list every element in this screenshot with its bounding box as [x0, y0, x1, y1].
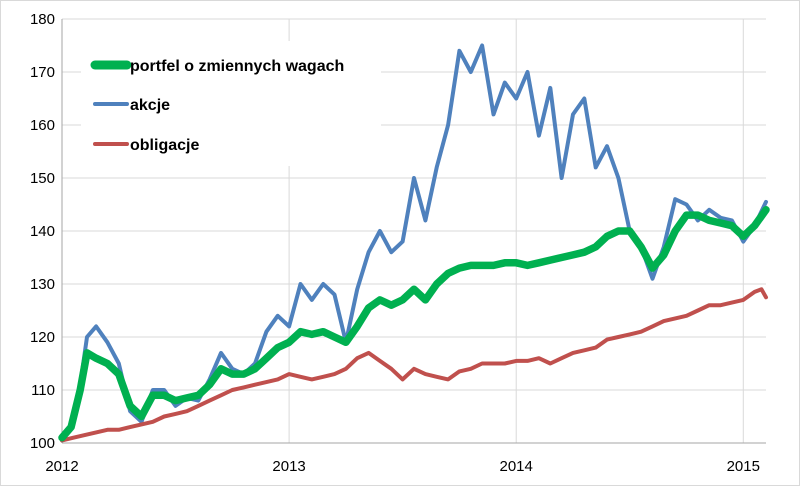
x-tick-label: 2013	[272, 458, 305, 475]
legend-label-obligacje: obligacje	[130, 137, 199, 154]
y-tick-label: 110	[31, 382, 55, 399]
y-tick-label: 180	[30, 11, 55, 28]
y-tick-label: 160	[30, 117, 55, 134]
y-tick-label: 100	[30, 435, 55, 452]
x-tick-label: 2015	[727, 458, 760, 475]
legend: portfel o zmiennych wagach akcje obligac…	[81, 41, 381, 166]
x-tick-label: 2012	[45, 458, 78, 475]
y-tick-label: 130	[30, 276, 55, 293]
series-lines	[58, 43, 770, 443]
legend-background	[81, 41, 381, 166]
series-line-obligacje	[60, 287, 768, 443]
y-tick-label: 170	[30, 64, 55, 81]
y-tick-label: 150	[30, 170, 55, 187]
y-tick-label: 120	[30, 329, 55, 346]
legend-label-portfel: portfel o zmiennych wagach	[130, 58, 344, 75]
x-tick-label: 2014	[500, 458, 533, 475]
series-line-portfel	[58, 206, 770, 442]
y-tick-label: 140	[30, 223, 55, 240]
axes: 100 110 120 130 140 150 160 170 180 2012 2013 2014 2…	[30, 11, 766, 475]
legend-label-akcje: akcje	[130, 97, 170, 114]
